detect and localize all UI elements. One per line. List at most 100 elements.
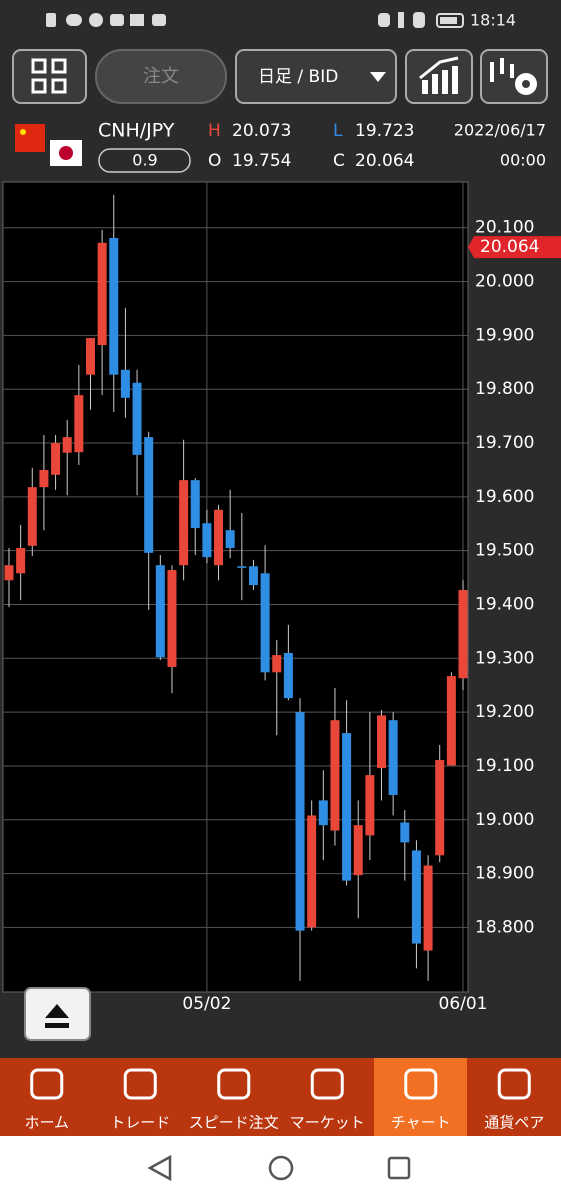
dropdown-arrow [370, 72, 386, 82]
candle-body [248, 566, 258, 586]
candle-body [283, 652, 293, 699]
candle-body [214, 509, 224, 566]
candle-body [295, 712, 305, 931]
candle-body [39, 469, 49, 488]
chart: 20.100 20.000 19.900 19.800 19.700 19.600 19.5… [3, 182, 561, 1014]
flag-cn [15, 124, 45, 152]
settings-icon [490, 58, 537, 95]
y-tick-label: 18.800 [475, 917, 534, 937]
menu-icon [31, 58, 67, 94]
period-select[interactable] [235, 49, 397, 104]
close-label: C [333, 151, 345, 171]
nav-icon [30, 1068, 64, 1100]
nav-items: ホーム トレード スピード注文 マーケット チャート 通貨ペア [24, 1068, 544, 1132]
date: 2022/06/17 [454, 121, 546, 140]
nav-icon [310, 1068, 344, 1100]
spread-box [98, 148, 191, 173]
y-tick-label: 18.900 [475, 864, 534, 884]
symbol: CNH/JPY [98, 120, 175, 142]
x-tick-label: 05/02 [182, 994, 231, 1014]
time: 00:00 [500, 151, 546, 170]
candle-body [97, 242, 107, 346]
nav-label: 通貨ペア [484, 1114, 544, 1132]
candle-body [260, 573, 270, 673]
nav-label: ホーム [24, 1114, 69, 1132]
x-tick-label: 06/01 [439, 994, 488, 1014]
candle-body [155, 565, 165, 658]
candle-body [132, 382, 142, 455]
y-tick-label: 19.200 [475, 702, 534, 722]
indicator-button[interactable] [405, 49, 473, 104]
system-nav [0, 1136, 561, 1200]
indicator-icon [419, 56, 459, 94]
open-label: O [208, 151, 221, 171]
candle-body [51, 443, 61, 475]
candle-body [237, 566, 247, 568]
nav-icon [404, 1068, 438, 1100]
clock: 18:14 [470, 11, 516, 30]
price-tag [468, 236, 561, 259]
candle-body [388, 720, 398, 796]
y-tick-label: 19.700 [475, 433, 534, 453]
candle-body [85, 338, 95, 375]
menu-button[interactable] [12, 49, 87, 104]
candle-body [411, 850, 421, 944]
candle-body [4, 565, 14, 581]
open-value: 19.754 [232, 151, 291, 171]
candle-body [400, 822, 410, 843]
nav-label: マーケット [290, 1114, 365, 1132]
candle-body [109, 237, 119, 375]
spread: 0.9 [132, 151, 157, 170]
status-icons [46, 12, 464, 28]
toolbar: 注文 日足 / BID [12, 49, 548, 104]
y-tick-label: 19.300 [475, 648, 534, 668]
back-button[interactable] [147, 1154, 172, 1182]
candle-body [144, 437, 154, 553]
period-label: 日足 / BID [258, 67, 338, 87]
candle-body [74, 395, 84, 453]
candle-body [179, 480, 189, 566]
price-tag-label: 20.064 [480, 237, 539, 257]
order-label: 注文 [143, 66, 179, 87]
recents-button[interactable] [387, 1156, 411, 1180]
y-tick-label: 20.100 [475, 218, 534, 238]
nav-icon [217, 1068, 251, 1100]
quote-header: CNH/JPY 0.9 H 20.073 L 19.723 O 19.754 C… [15, 120, 546, 173]
nav-icon [497, 1068, 531, 1100]
close-value: 20.064 [355, 151, 414, 171]
flag-star [20, 129, 26, 135]
nav-bar [0, 1058, 561, 1136]
candle-body [330, 720, 340, 831]
home-button[interactable] [268, 1155, 294, 1181]
y-tick-label: 19.500 [475, 541, 534, 561]
nav-label: トレード [110, 1114, 170, 1132]
candle-body [225, 530, 235, 548]
nav-label: チャート [391, 1114, 451, 1132]
y-tick-label: 19.800 [475, 379, 534, 399]
high-value: 20.073 [232, 121, 291, 141]
candle-body [365, 775, 375, 836]
candle-body [120, 369, 130, 398]
candle-body [62, 437, 72, 453]
candle-body [377, 715, 387, 769]
order-button[interactable] [95, 49, 227, 104]
candle-body [16, 547, 26, 574]
y-tick-label: 19.000 [475, 810, 534, 830]
y-tick-label: 19.600 [475, 487, 534, 507]
candle-body [446, 676, 456, 766]
eject-icon [45, 1004, 69, 1028]
candle-body [27, 487, 37, 546]
plot-area [2, 181, 469, 993]
low-value: 19.723 [355, 121, 414, 141]
candle-body [202, 523, 212, 558]
candle-body [353, 825, 363, 876]
candle-body [272, 655, 282, 673]
y-tick-label: 19.100 [475, 756, 534, 776]
candle-body [167, 570, 177, 667]
flag-sun [59, 146, 73, 160]
candle-body [342, 733, 352, 881]
nav-label: スピード注文 [189, 1114, 279, 1132]
candle-body [307, 815, 317, 928]
candle-body [190, 480, 200, 529]
